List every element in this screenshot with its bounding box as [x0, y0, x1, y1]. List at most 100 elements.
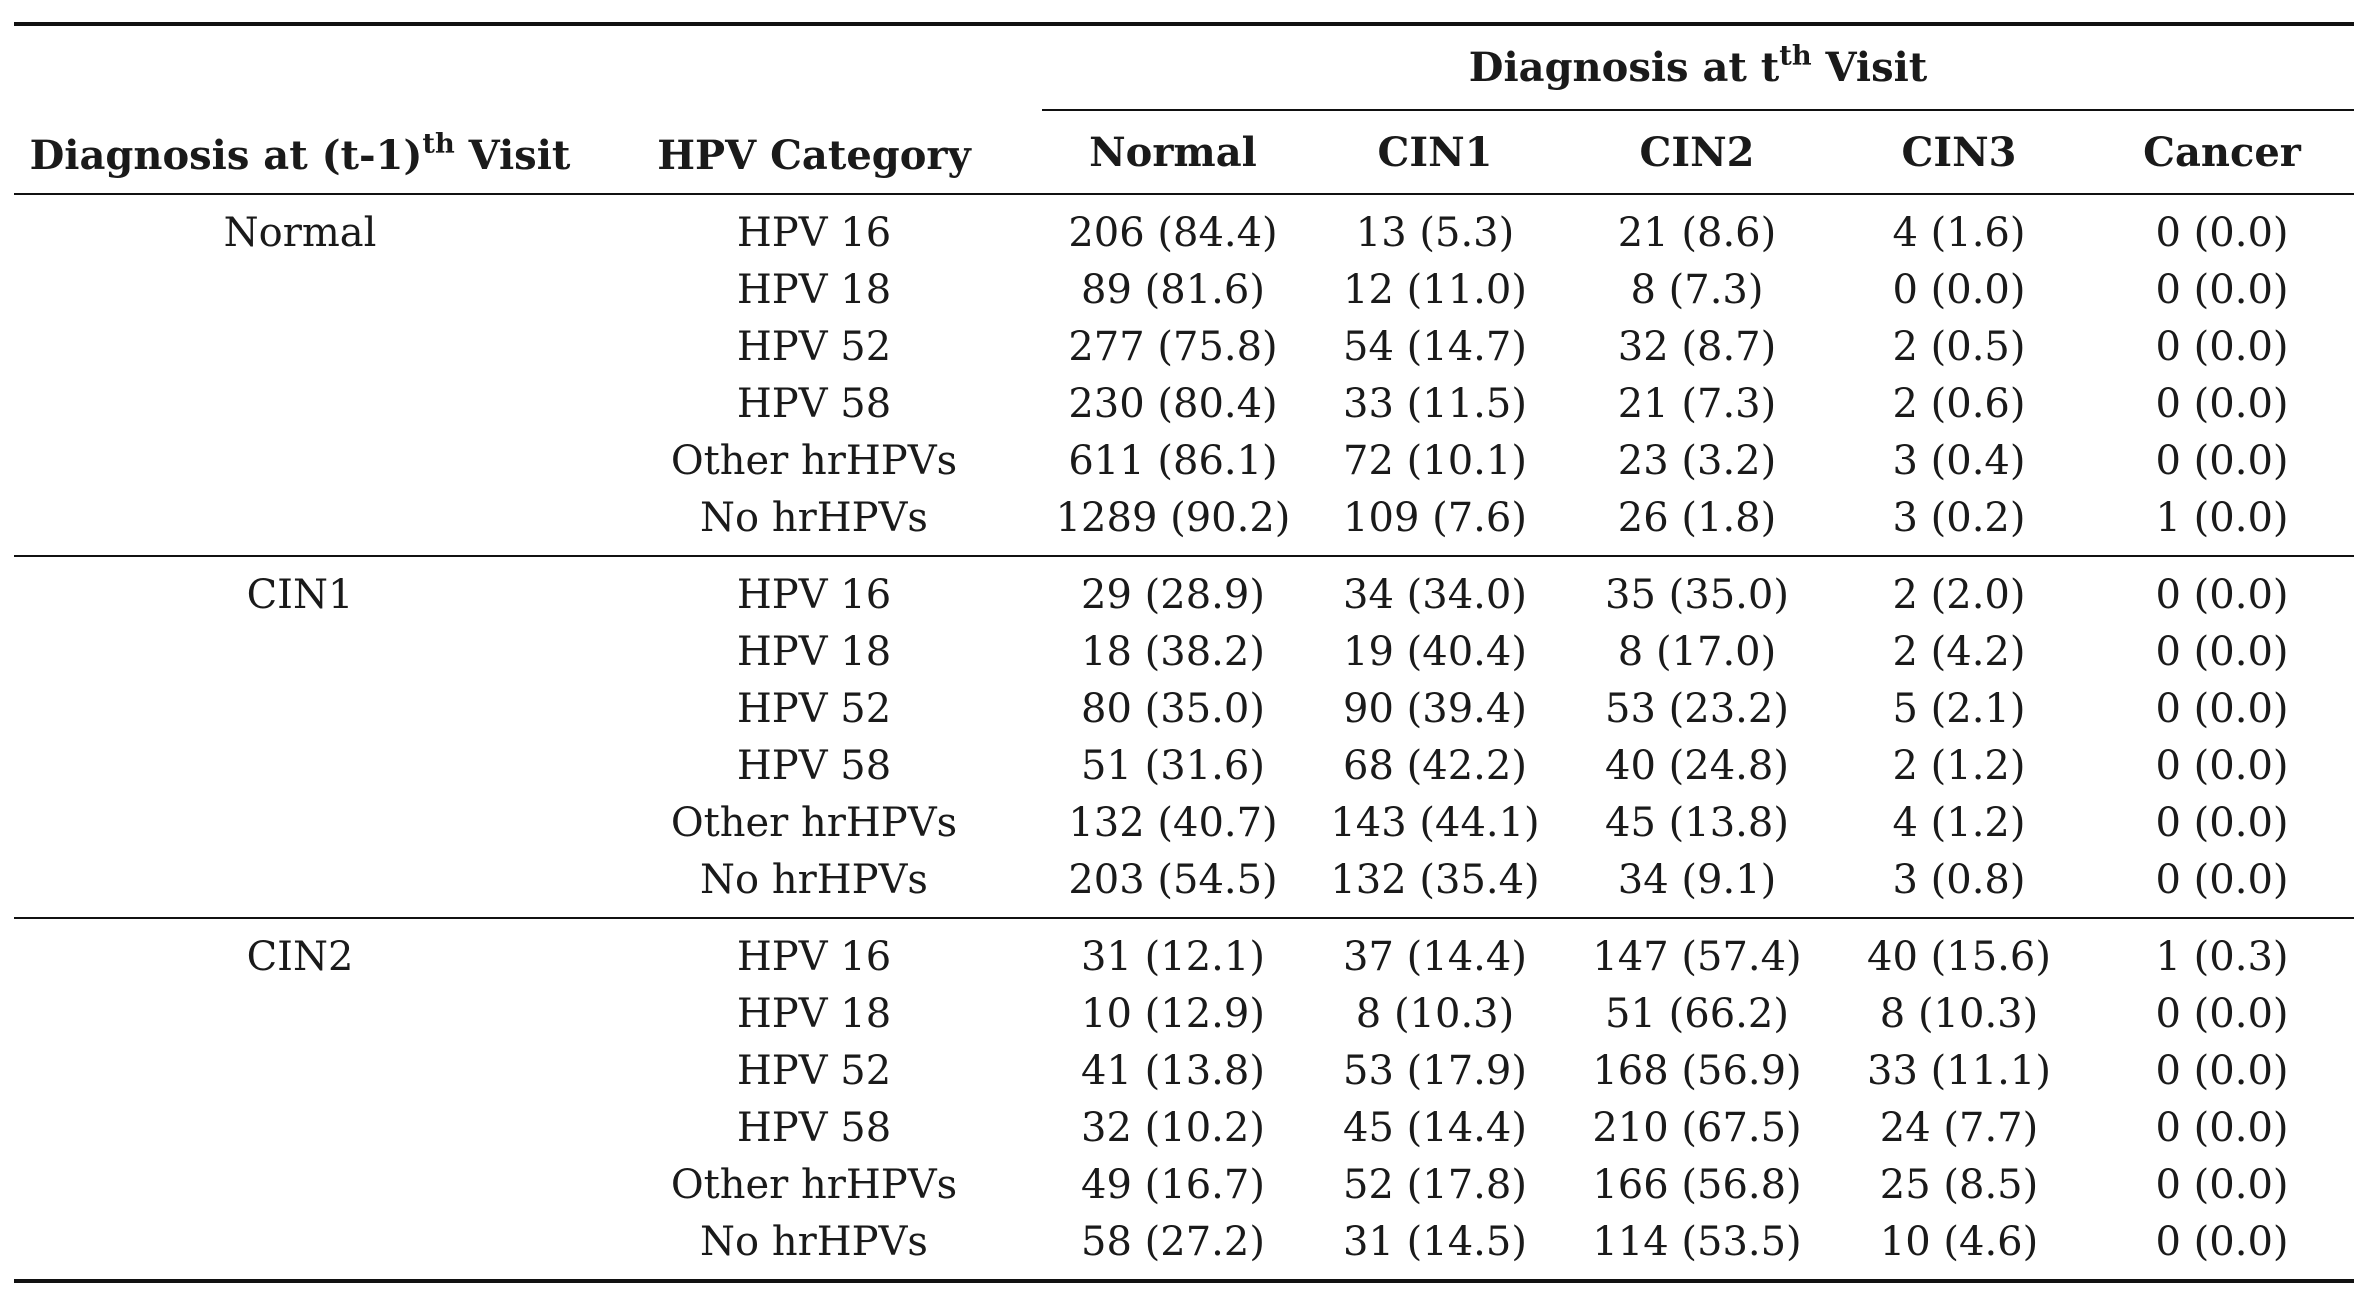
table-row: Other hrHPVs 611 (86.1) 72 (10.1) 23 (3.2) 3… [14, 433, 2354, 490]
value-cell-cin3: 33 (11.1) [1867, 1048, 2051, 1094]
value-cell-cin2: 34 (9.1) [1617, 857, 1777, 903]
hpv-category-cell: HPV 52 [736, 324, 892, 370]
outcome-header-cin1: CIN1 [1377, 128, 1493, 176]
value-cell-cin3: 25 (8.5) [1879, 1162, 2039, 1208]
hpv-category-cell: HPV 16 [736, 934, 892, 980]
diagnosis-cell: CIN1 [246, 572, 354, 618]
value-cell-cin1: 45 (14.4) [1343, 1105, 1527, 1151]
hpv-category-cell: No hrHPVs [700, 495, 928, 541]
outcome-header-normal: Normal [1089, 128, 1257, 176]
hpv-category-cell: Other hrHPVs [670, 438, 958, 484]
value-cell-normal: 49 (16.7) [1081, 1162, 1265, 1208]
diagnosis-cell: CIN2 [246, 934, 354, 980]
value-cell-normal: 611 (86.1) [1068, 438, 1278, 484]
value-cell-cin1: 90 (39.4) [1343, 686, 1527, 732]
value-cell-cin3: 24 (7.7) [1879, 1105, 2039, 1151]
table-row: No hrHPVs 1289 (90.2) 109 (7.6) 26 (1.8) 3 (… [14, 490, 2355, 556]
value-cell-normal: 51 (31.6) [1081, 743, 1265, 789]
value-cell-cin1: 37 (14.4) [1343, 934, 1527, 980]
value-cell-cin1: 54 (14.7) [1343, 324, 1527, 370]
value-cell-cin1: 12 (11.0) [1343, 267, 1527, 313]
value-cell-normal: 31 (12.1) [1081, 934, 1265, 980]
value-cell-cancer: 1 (0.0) [2155, 495, 2289, 541]
value-cell-cin3: 4 (1.6) [1892, 210, 2026, 256]
value-cell-normal: 132 (40.7) [1068, 800, 1278, 846]
transition-table-container: Diagnosis at (t-1)th Visit HPV Category … [14, 22, 2355, 1283]
value-cell-cin2: 21 (8.6) [1617, 210, 1777, 256]
value-cell-cin1: 13 (5.3) [1355, 210, 1515, 256]
value-cell-cin1: 143 (44.1) [1330, 800, 1540, 846]
value-cell-cin2: 40 (24.8) [1605, 743, 1789, 789]
current-visit-suffix: Visit [1811, 44, 1928, 91]
value-cell-cancer: 0 (0.0) [2155, 1048, 2289, 1094]
header-row-top: Diagnosis at (t-1)th Visit HPV Category … [14, 24, 2355, 179]
value-cell-cancer: 0 (0.0) [2155, 438, 2289, 484]
table-row: No hrHPVs 203 (54.5) 132 (35.4) 34 (9.1) 3 (… [14, 852, 2355, 918]
value-cell-cin1: 34 (34.0) [1343, 572, 1527, 618]
table-row: HPV 52 277 (75.8) 54 (14.7) 32 (8.7) 2 (0.5)… [14, 319, 2354, 376]
value-cell-cin1: 109 (7.6) [1343, 495, 1527, 541]
hpv-category-cell: No hrHPVs [700, 857, 928, 903]
value-cell-cin1: 53 (17.9) [1343, 1048, 1527, 1094]
hpv-category-cell: HPV 18 [736, 991, 892, 1037]
outcome-header-cancer: Cancer [2143, 128, 2301, 176]
diagnosis-cell [14, 1214, 586, 1281]
value-cell-cin3: 0 (0.0) [1892, 267, 2026, 313]
value-cell-cancer: 1 (0.3) [2155, 934, 2289, 980]
diagnosis-cell [14, 376, 586, 433]
table-row: HPV 58 230 (80.4) 33 (11.5) 21 (7.3) 2 (0.6)… [14, 376, 2354, 433]
value-cell-normal: 10 (12.9) [1081, 991, 1265, 1037]
prev-visit-suffix: Visit [454, 132, 571, 179]
diagnosis-cell [14, 1157, 586, 1214]
value-cell-normal: 80 (35.0) [1081, 686, 1265, 732]
value-cell-cancer: 0 (0.0) [2155, 800, 2289, 846]
table-header: Diagnosis at (t-1)th Visit HPV Category … [14, 24, 2355, 194]
hpv-category-cell: HPV 58 [736, 1105, 892, 1151]
diagnosis-cell [14, 1100, 586, 1157]
hpv-category-cell: HPV 16 [736, 572, 892, 618]
diagnosis-cell: Normal [223, 210, 377, 256]
value-cell-cin2: 53 (23.2) [1605, 686, 1789, 732]
value-cell-cin2: 35 (35.0) [1605, 572, 1789, 618]
table-row: HPV 18 18 (38.2) 19 (40.4) 8 (17.0) 2 (4.2) 0… [14, 624, 2354, 681]
value-cell-cin2: 21 (7.3) [1617, 381, 1777, 427]
value-cell-cancer: 0 (0.0) [2155, 857, 2289, 903]
value-cell-cin1: 33 (11.5) [1343, 381, 1527, 427]
value-cell-cin2: 147 (57.4) [1592, 934, 1802, 980]
hpv-category-cell: HPV 18 [736, 267, 892, 313]
table-row: Other hrHPVs 49 (16.7) 52 (17.8) 166 (56.8)… [14, 1157, 2354, 1214]
table-row: HPV 18 10 (12.9) 8 (10.3) 51 (66.2) 8 (10.3)… [14, 986, 2354, 1043]
current-visit-label: Diagnosis at t [1468, 44, 1780, 91]
prev-visit-label: Diagnosis at (t-1) [29, 132, 423, 179]
value-cell-cin3: 2 (4.2) [1892, 629, 2026, 675]
value-cell-cancer: 0 (0.0) [2155, 629, 2289, 675]
diagnosis-cell [14, 795, 586, 852]
value-cell-cancer: 0 (0.0) [2155, 686, 2289, 732]
diagnosis-cell [14, 262, 586, 319]
value-cell-cin1: 68 (42.2) [1343, 743, 1527, 789]
prev-visit-sup: th [422, 127, 455, 160]
value-cell-normal: 206 (84.4) [1068, 210, 1278, 256]
value-cell-cin1: 132 (35.4) [1330, 857, 1540, 903]
hpv-category-cell: HPV 18 [736, 629, 892, 675]
value-cell-cin2: 51 (66.2) [1605, 991, 1789, 1037]
value-cell-cin2: 32 (8.7) [1617, 324, 1777, 370]
value-cell-cin1: 8 (10.3) [1355, 991, 1515, 1037]
value-cell-cin3: 2 (0.6) [1892, 381, 2026, 427]
value-cell-cancer: 0 (0.0) [2155, 267, 2289, 313]
value-cell-cancer: 0 (0.0) [2155, 210, 2289, 256]
table-row: HPV 58 32 (10.2) 45 (14.4) 210 (67.5) 24 (7.… [14, 1100, 2354, 1157]
value-cell-cin1: 31 (14.5) [1343, 1219, 1527, 1265]
table-row: No hrHPVs 58 (27.2) 31 (14.5) 114 (53.5) 10 … [14, 1214, 2355, 1281]
diagnosis-cell [14, 433, 586, 490]
prev-visit-header: Diagnosis at (t-1)th Visit [14, 24, 586, 194]
value-cell-cin1: 52 (17.8) [1343, 1162, 1527, 1208]
value-cell-cin3: 4 (1.2) [1892, 800, 2026, 846]
value-cell-cin3: 10 (4.6) [1879, 1219, 2039, 1265]
table-row: CIN1 HPV 16 29 (28.9) 34 (34.0) 35 (35.0) 2 (… [14, 556, 2354, 624]
value-cell-cancer: 0 (0.0) [2155, 324, 2289, 370]
outcome-header-cin2: CIN2 [1639, 128, 1755, 176]
value-cell-cancer: 0 (0.0) [2155, 991, 2289, 1037]
current-visit-sup: th [1779, 39, 1812, 72]
hpv-category-cell: No hrHPVs [700, 1219, 928, 1265]
